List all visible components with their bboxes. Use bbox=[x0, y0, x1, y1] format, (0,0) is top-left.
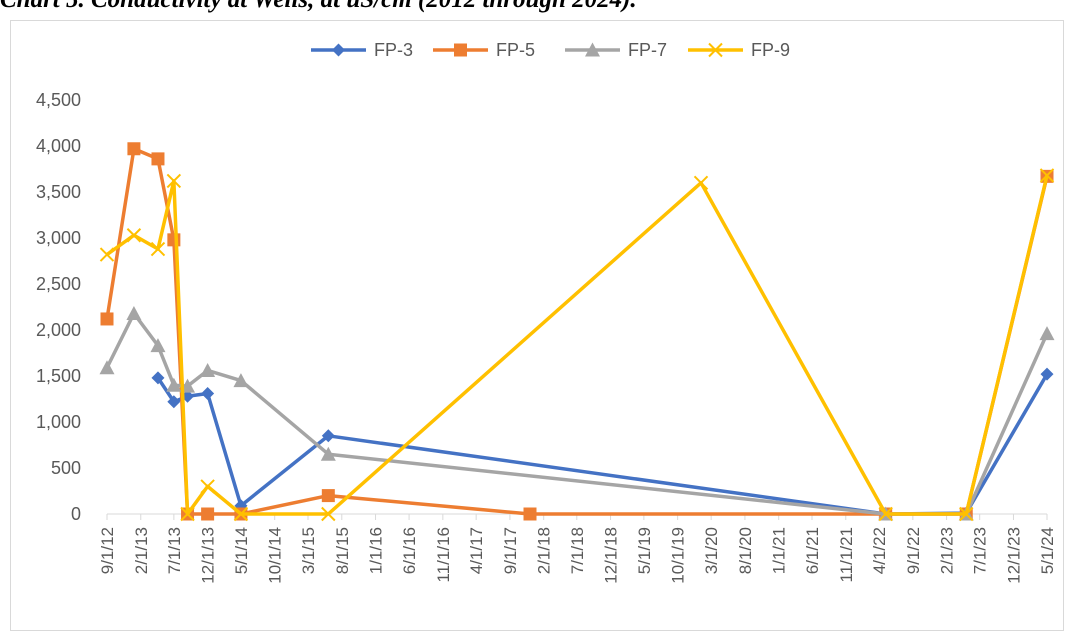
data-point bbox=[321, 506, 336, 522]
plot-area bbox=[99, 142, 1055, 522]
x-tick-label: 5/1/24 bbox=[1038, 527, 1057, 574]
x-tick-label: 2/1/18 bbox=[535, 527, 554, 574]
series-fp-3 bbox=[151, 367, 1054, 521]
data-point bbox=[233, 506, 249, 522]
legend-label: FP-9 bbox=[751, 40, 790, 60]
x-tick-label: 4/1/22 bbox=[870, 527, 889, 574]
x-tick-label: 2/1/23 bbox=[938, 527, 957, 574]
y-tick-label: 3,500 bbox=[36, 182, 81, 202]
data-point bbox=[127, 142, 141, 156]
y-tick-label: 4,000 bbox=[36, 136, 81, 156]
data-point bbox=[201, 386, 215, 400]
x-tick-label: 8/1/15 bbox=[333, 527, 352, 574]
y-tick-label: 0 bbox=[71, 504, 81, 524]
x-tick-label: 12/1/23 bbox=[1004, 527, 1023, 584]
data-point bbox=[180, 506, 195, 522]
x-tick-label: 12/1/13 bbox=[199, 527, 218, 584]
x-tick-label: 7/1/18 bbox=[568, 527, 587, 574]
legend-label: FP-3 bbox=[374, 40, 413, 60]
data-point bbox=[99, 247, 115, 262]
data-point bbox=[320, 446, 336, 461]
y-axis: 0 500 1,000 1,500 2,000 2,500 3,000 3,500 4,000 4… bbox=[36, 90, 81, 524]
data-point bbox=[200, 479, 215, 494]
x-tick-label: 1/1/21 bbox=[770, 527, 789, 574]
x-tick-label: 3/1/20 bbox=[702, 527, 721, 574]
x-tick-label: 8/1/20 bbox=[736, 527, 755, 574]
x-tick-label: 6/1/16 bbox=[400, 527, 419, 574]
x-tick-label: 11/1/21 bbox=[837, 527, 856, 582]
y-tick-label: 1,500 bbox=[36, 366, 81, 386]
data-point bbox=[151, 152, 165, 166]
x-tick-label: 2/1/13 bbox=[132, 527, 151, 574]
x-tick-label: 7/1/23 bbox=[971, 527, 990, 574]
x-tick-label: 5/1/14 bbox=[232, 527, 251, 574]
data-point bbox=[100, 312, 114, 326]
chart-title: Chart 5. Conductivity at Wells, at uS/cm… bbox=[0, 0, 1070, 26]
data-point bbox=[201, 507, 215, 521]
x-tick-label: 3/1/15 bbox=[299, 527, 318, 574]
legend-marker bbox=[454, 43, 467, 57]
series-line bbox=[105, 147, 1049, 516]
data-point bbox=[150, 338, 166, 353]
data-point bbox=[959, 506, 974, 522]
data-point bbox=[167, 233, 181, 247]
data-point bbox=[151, 371, 165, 385]
data-point bbox=[1039, 168, 1055, 183]
series-line bbox=[105, 175, 1049, 516]
x-tick-label: 7/1/13 bbox=[165, 527, 184, 574]
x-tick-label: 5/1/19 bbox=[635, 527, 654, 574]
data-point bbox=[523, 507, 537, 521]
legend-marker bbox=[708, 42, 723, 58]
x-tick-label: 10/1/14 bbox=[266, 527, 285, 584]
data-point bbox=[126, 305, 142, 320]
y-tick-label: 3,000 bbox=[36, 228, 81, 248]
data-point bbox=[878, 506, 893, 522]
data-point bbox=[321, 429, 335, 443]
legend-label: FP-7 bbox=[628, 40, 667, 60]
y-tick-label: 2,000 bbox=[36, 320, 81, 340]
data-point bbox=[99, 360, 115, 375]
x-tick-label: 4/1/17 bbox=[467, 527, 486, 574]
data-point bbox=[233, 373, 249, 388]
data-point bbox=[166, 173, 182, 189]
data-point bbox=[1039, 326, 1055, 341]
x-tick-label: 11/1/16 bbox=[434, 527, 453, 582]
series-line bbox=[156, 373, 1049, 516]
series-fp-7 bbox=[99, 305, 1055, 521]
x-tick-label: 12/1/18 bbox=[602, 527, 621, 584]
data-point bbox=[150, 241, 166, 257]
series-fp-5 bbox=[100, 142, 1054, 521]
x-axis: 9/1/12 2/1/13 7/1/13 12/1/13 5/1/14 10/1/14 3/… bbox=[98, 513, 1057, 584]
data-point bbox=[321, 489, 335, 503]
legend: FP-3 FP-5 FP-7 FP-9 bbox=[311, 40, 790, 60]
data-point bbox=[166, 377, 182, 392]
legend-marker bbox=[585, 42, 600, 57]
data-point bbox=[126, 228, 142, 243]
data-point bbox=[200, 362, 216, 377]
data-point bbox=[693, 175, 709, 191]
series-fp-9 bbox=[99, 168, 1055, 522]
y-tick-label: 1,000 bbox=[36, 412, 81, 432]
data-point bbox=[1040, 367, 1054, 381]
legend-label: FP-5 bbox=[496, 40, 535, 60]
x-tick-label: 1/1/16 bbox=[367, 527, 386, 574]
x-tick-label: 9/1/12 bbox=[98, 527, 117, 574]
x-tick-label: 9/1/17 bbox=[501, 527, 520, 574]
y-tick-label: 4,500 bbox=[36, 90, 81, 110]
data-point bbox=[167, 395, 181, 409]
x-tick-label: 9/1/22 bbox=[904, 527, 923, 574]
legend-marker bbox=[332, 43, 345, 57]
series-line bbox=[105, 311, 1049, 516]
y-tick-label: 2,500 bbox=[36, 274, 81, 294]
legend-item: FP-9 bbox=[688, 40, 790, 60]
y-tick-label: 500 bbox=[51, 458, 81, 478]
legend-item: FP-5 bbox=[433, 40, 535, 60]
chart-frame bbox=[10, 20, 1064, 631]
x-tick-label: 10/1/19 bbox=[669, 527, 688, 584]
x-tick-label: 6/1/21 bbox=[803, 527, 822, 574]
legend-item: FP-7 bbox=[565, 40, 667, 60]
legend-item: FP-3 bbox=[311, 40, 413, 60]
